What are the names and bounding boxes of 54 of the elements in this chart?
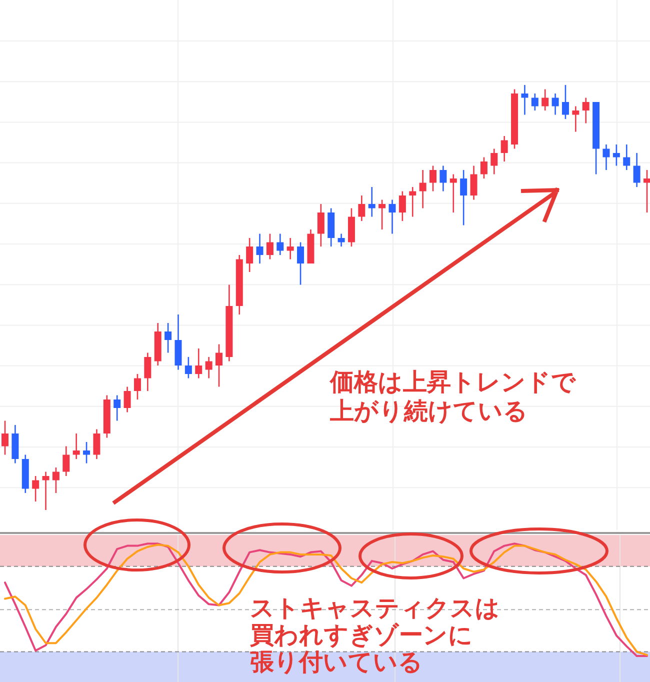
candlestick xyxy=(612,144,620,166)
candlestick xyxy=(409,186,416,218)
candlestick xyxy=(552,92,559,116)
candlestick xyxy=(52,466,60,494)
candlestick xyxy=(480,156,488,180)
annotation: ストキャスティクスは買われすぎゾーンに張り付いている xyxy=(249,594,500,676)
candlestick xyxy=(93,428,100,460)
candlestick xyxy=(124,386,131,413)
candlestick xyxy=(542,88,549,112)
candlestick xyxy=(246,237,254,273)
candlestick xyxy=(317,203,324,248)
candlestick xyxy=(358,194,366,222)
annotation: 価格は上昇トレンドで上がり続けている xyxy=(329,368,577,425)
candlestick xyxy=(398,190,406,222)
candlestick xyxy=(72,432,80,460)
candlestick xyxy=(83,441,90,464)
candlestick xyxy=(368,186,376,218)
candlestick xyxy=(184,356,192,379)
candlestick xyxy=(450,174,457,214)
candlestick xyxy=(62,446,70,477)
candlestick xyxy=(602,144,610,171)
candlestick xyxy=(531,92,538,112)
candlestick xyxy=(297,242,304,286)
candlestick xyxy=(633,152,640,188)
candlestick xyxy=(266,233,274,260)
candlestick xyxy=(338,233,345,248)
candlestick xyxy=(460,169,468,226)
candlestick xyxy=(500,135,508,162)
candlestick xyxy=(623,144,630,171)
candlestick xyxy=(216,344,222,388)
candlestick xyxy=(440,165,447,192)
candlestick xyxy=(388,199,396,234)
candlestick xyxy=(256,233,264,264)
candlestick xyxy=(562,84,569,120)
candlestick xyxy=(470,165,478,200)
candlestick xyxy=(430,165,436,192)
candlestick xyxy=(286,237,294,260)
candlestick xyxy=(419,169,426,209)
candlestick xyxy=(572,106,580,132)
candlestick xyxy=(144,352,152,392)
candlestick xyxy=(32,475,40,502)
candlestick xyxy=(521,84,528,116)
candlestick xyxy=(134,373,141,400)
candlestick xyxy=(378,199,386,230)
candlestick xyxy=(195,348,202,379)
candlestick xyxy=(644,169,650,214)
candlestick xyxy=(114,394,121,422)
candlestick xyxy=(42,471,50,511)
candlestick xyxy=(2,420,8,456)
candlestick xyxy=(164,322,172,354)
candlestick xyxy=(205,356,212,379)
candlestick xyxy=(582,97,590,124)
candlestick xyxy=(276,233,284,256)
candlestick xyxy=(490,148,498,175)
